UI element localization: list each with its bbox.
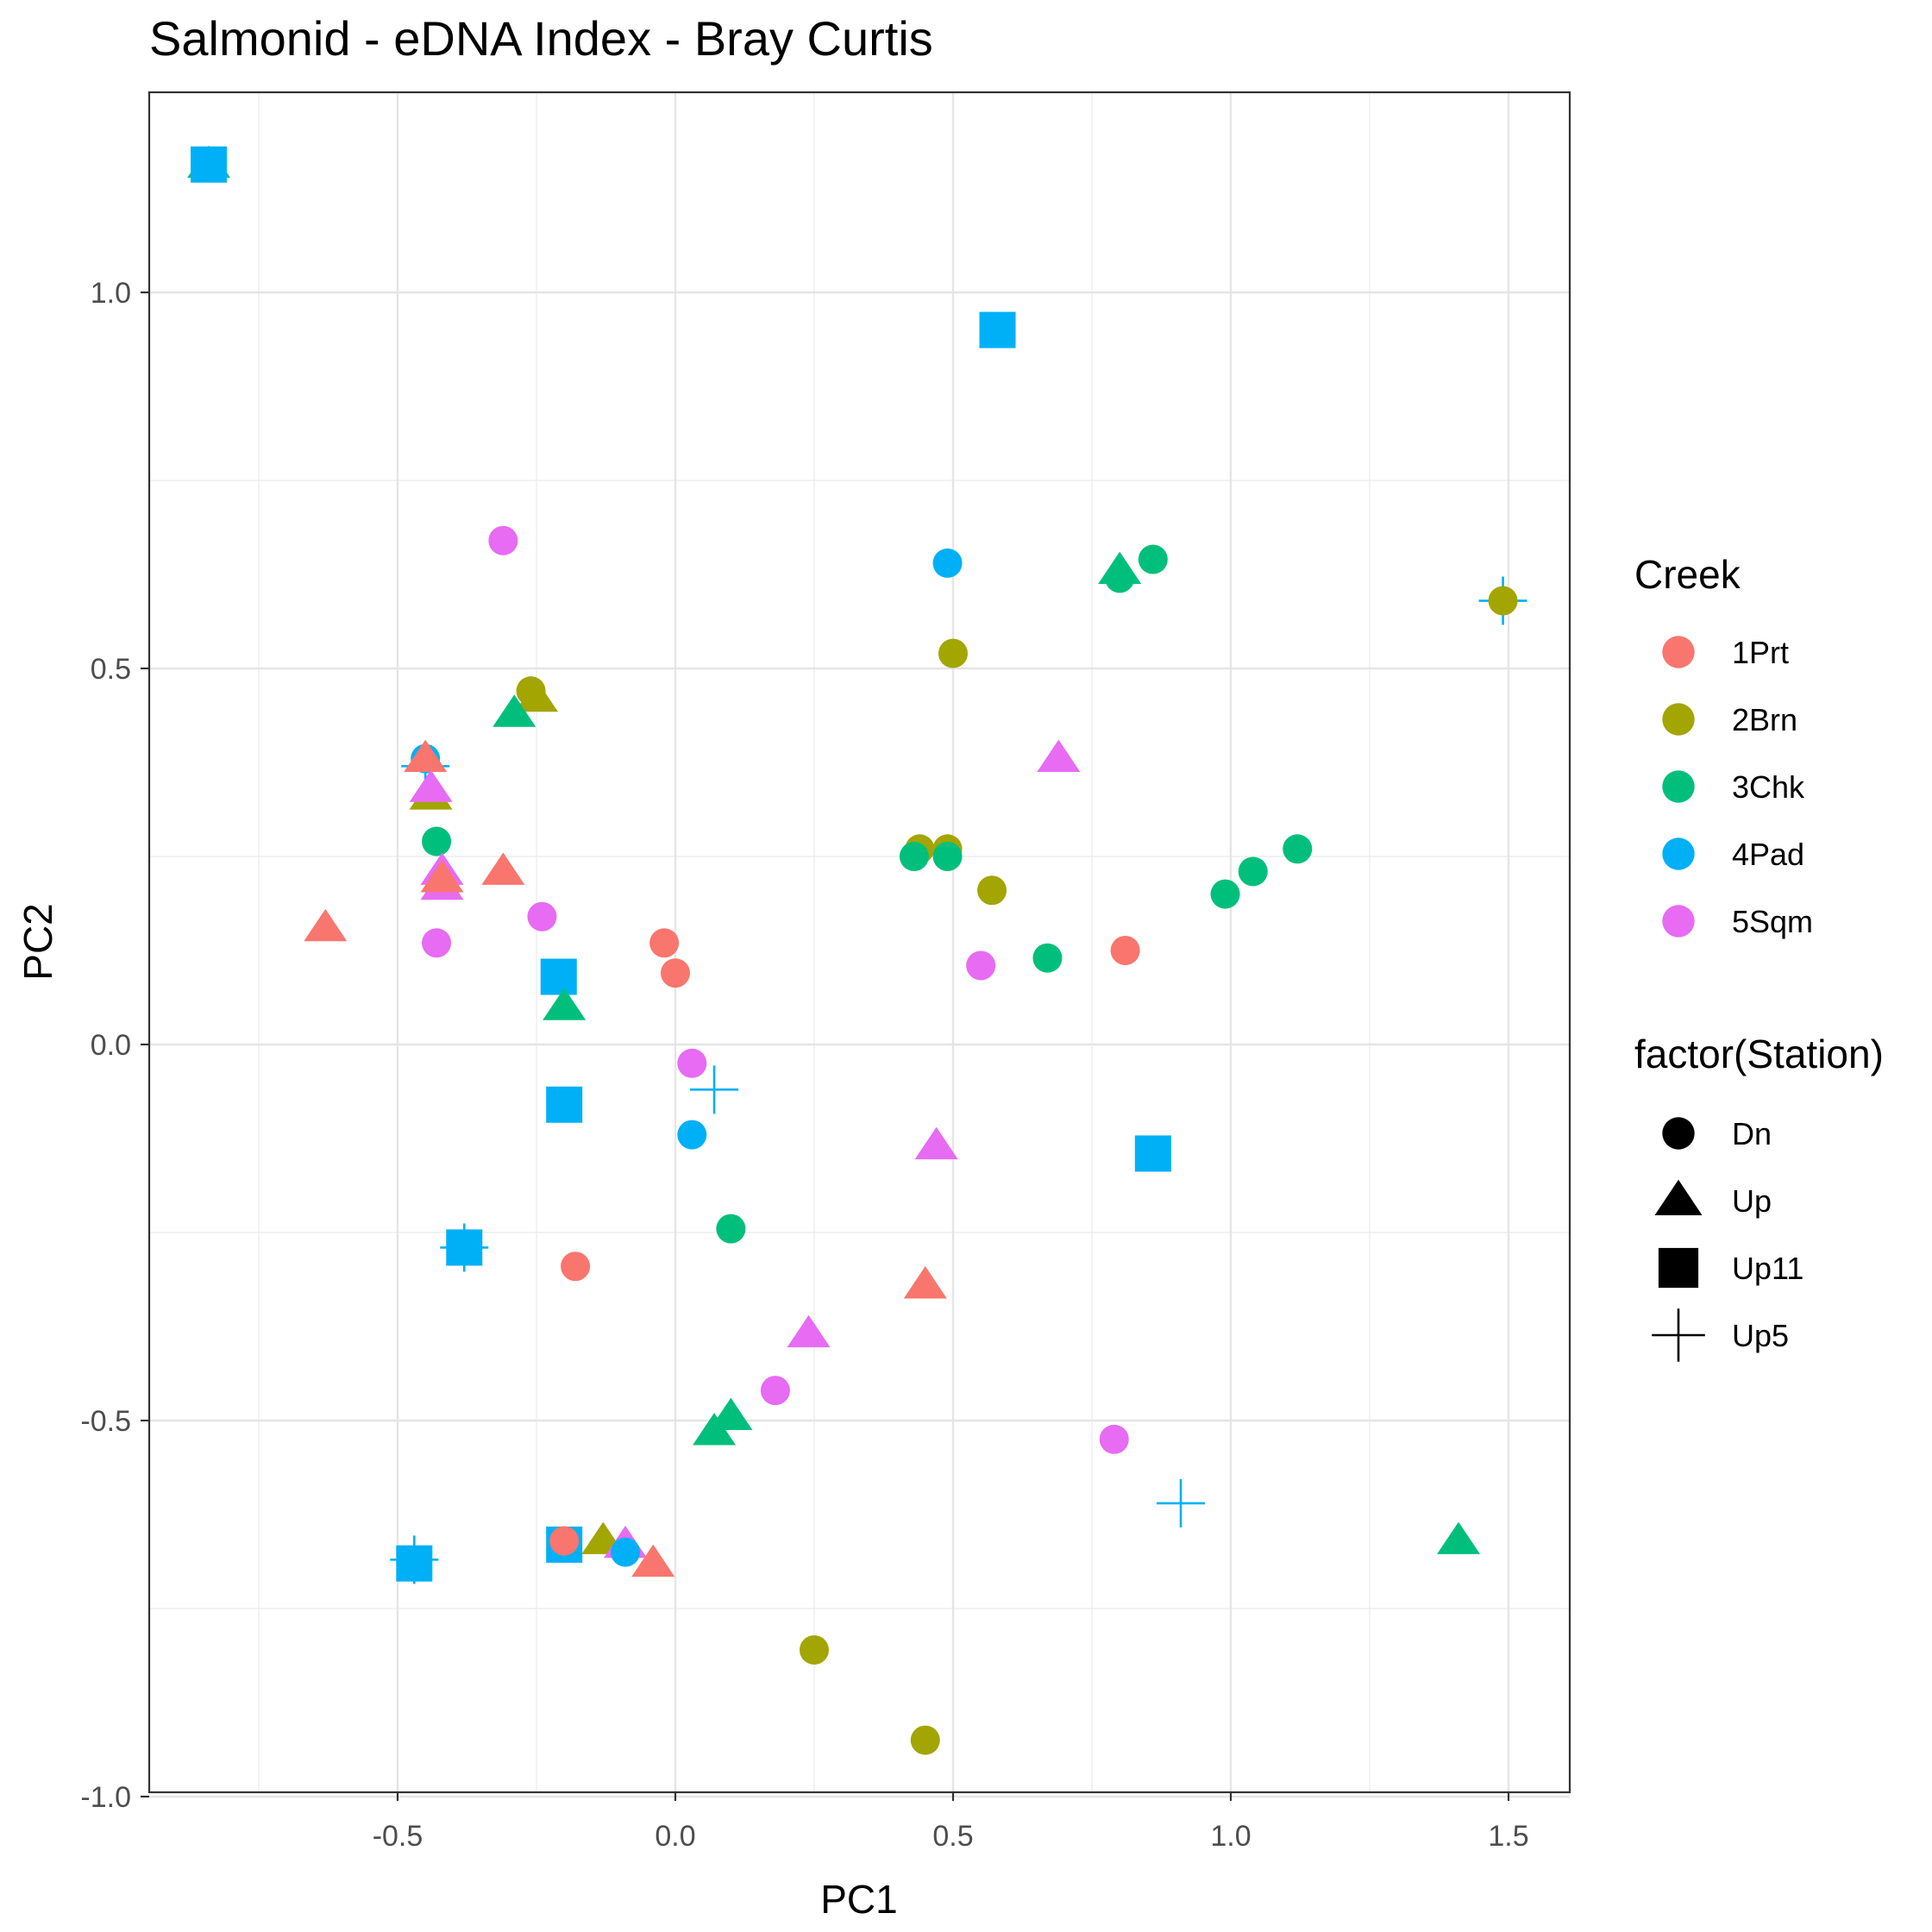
data-point xyxy=(966,950,996,981)
data-point xyxy=(914,1126,958,1160)
data-point xyxy=(1134,1135,1171,1172)
data-point xyxy=(899,842,929,871)
legend-station-title: factor(Station) xyxy=(1634,1032,1884,1076)
data-point xyxy=(800,1634,829,1665)
legend-creek-key xyxy=(1662,636,1695,668)
data-point xyxy=(1238,856,1268,887)
data-point xyxy=(677,1120,707,1150)
data-point xyxy=(1032,943,1063,973)
data-point xyxy=(549,1526,580,1556)
data-point xyxy=(611,1537,641,1567)
data-point xyxy=(661,958,690,988)
legend-creek: Creek 1Prt 2Brn 3Chk 4Pad 5Sqm xyxy=(1634,552,1813,939)
data-point xyxy=(932,548,963,578)
legend-creek-label: 3Chk xyxy=(1732,769,1805,805)
data-point xyxy=(932,842,963,871)
legend-creek-key xyxy=(1662,905,1695,938)
legend-station: factor(Station) Dn Up Up11 Up5 xyxy=(1634,1032,1884,1362)
data-point xyxy=(938,638,968,668)
data-point xyxy=(649,928,680,958)
x-tick-label: -0.5 xyxy=(373,1820,423,1853)
data-point xyxy=(481,852,525,885)
legend-station-label: Up5 xyxy=(1732,1318,1789,1353)
y-tick-label: -0.5 xyxy=(80,1405,131,1438)
data-point xyxy=(420,860,464,893)
data-point xyxy=(787,1314,831,1348)
legend-station-key xyxy=(1658,1247,1699,1289)
data-point xyxy=(631,1544,675,1578)
legend-creek-label: 4Pad xyxy=(1732,837,1804,872)
x-axis-title: PC1 xyxy=(820,1877,897,1922)
y-tick-label: -1.0 xyxy=(80,1781,131,1814)
data-point xyxy=(304,908,348,942)
y-tick-label: 1.0 xyxy=(91,277,131,310)
data-point xyxy=(492,694,536,727)
data-point xyxy=(910,1725,940,1755)
data-point xyxy=(979,311,1016,348)
legend-creek-key xyxy=(1662,770,1695,803)
y-tick-label: 0.5 xyxy=(91,653,131,686)
data-point xyxy=(409,769,453,802)
legend-creek-title: Creek xyxy=(1634,552,1741,597)
legend-station-key xyxy=(1654,1179,1703,1215)
legend-station-label: Up11 xyxy=(1732,1251,1803,1286)
legend-station-label: Up xyxy=(1732,1183,1772,1219)
data-point xyxy=(716,1214,746,1244)
data-point xyxy=(1098,551,1142,585)
data-point xyxy=(677,1048,707,1078)
data-point xyxy=(903,1266,947,1299)
data-point xyxy=(1283,834,1313,864)
data-point xyxy=(488,525,518,555)
data-point xyxy=(1210,879,1240,909)
data-point xyxy=(540,958,577,995)
data-point xyxy=(1138,544,1168,574)
legend-creek-label: 2Brn xyxy=(1732,702,1797,737)
data-point xyxy=(404,739,448,773)
x-tick-label: 0.5 xyxy=(932,1820,973,1853)
data-point xyxy=(977,875,1007,906)
legend-creek-label: 1Prt xyxy=(1732,635,1789,670)
plot-panel-border xyxy=(147,91,1571,1794)
data-point xyxy=(561,1251,591,1282)
data-point xyxy=(390,1535,439,1584)
data-points xyxy=(187,145,1527,1755)
data-point xyxy=(1110,936,1140,965)
data-point xyxy=(440,1223,489,1272)
data-point xyxy=(546,1086,583,1123)
chart-title: Salmonid - eDNA Index - Bray Curtis xyxy=(149,11,933,66)
data-point xyxy=(515,679,558,712)
data-point xyxy=(527,901,557,932)
data-point xyxy=(1157,1478,1206,1527)
data-point xyxy=(1437,1521,1481,1554)
legend-creek-label: 5Sqm xyxy=(1732,904,1813,939)
legend-creek-key xyxy=(1662,837,1695,870)
data-point xyxy=(422,826,452,856)
legend-station-key xyxy=(1662,1117,1695,1150)
data-point xyxy=(191,146,228,183)
x-tick-label: 0.0 xyxy=(655,1820,695,1853)
grid xyxy=(149,92,1570,1798)
data-point xyxy=(1099,1424,1129,1454)
legend-creek-key xyxy=(1662,703,1695,736)
data-point xyxy=(422,928,452,958)
data-point xyxy=(1037,739,1081,773)
axis-ticks: -0.5 0.0 0.5 1.0 1.5 -1.0 -0.5 0.0 0.5 1.0 xyxy=(80,277,1528,1853)
legend-station-key xyxy=(1652,1308,1705,1362)
data-point xyxy=(1488,586,1518,616)
x-tick-label: 1.0 xyxy=(1210,1820,1251,1853)
y-tick-label: 0.0 xyxy=(91,1029,131,1062)
data-point xyxy=(693,1413,737,1446)
data-point xyxy=(543,988,586,1020)
legend-station-label: Dn xyxy=(1732,1116,1772,1151)
data-point xyxy=(760,1376,790,1406)
y-axis-title: PC2 xyxy=(16,903,60,980)
x-tick-label: 1.5 xyxy=(1488,1820,1528,1853)
data-point xyxy=(690,1065,739,1114)
